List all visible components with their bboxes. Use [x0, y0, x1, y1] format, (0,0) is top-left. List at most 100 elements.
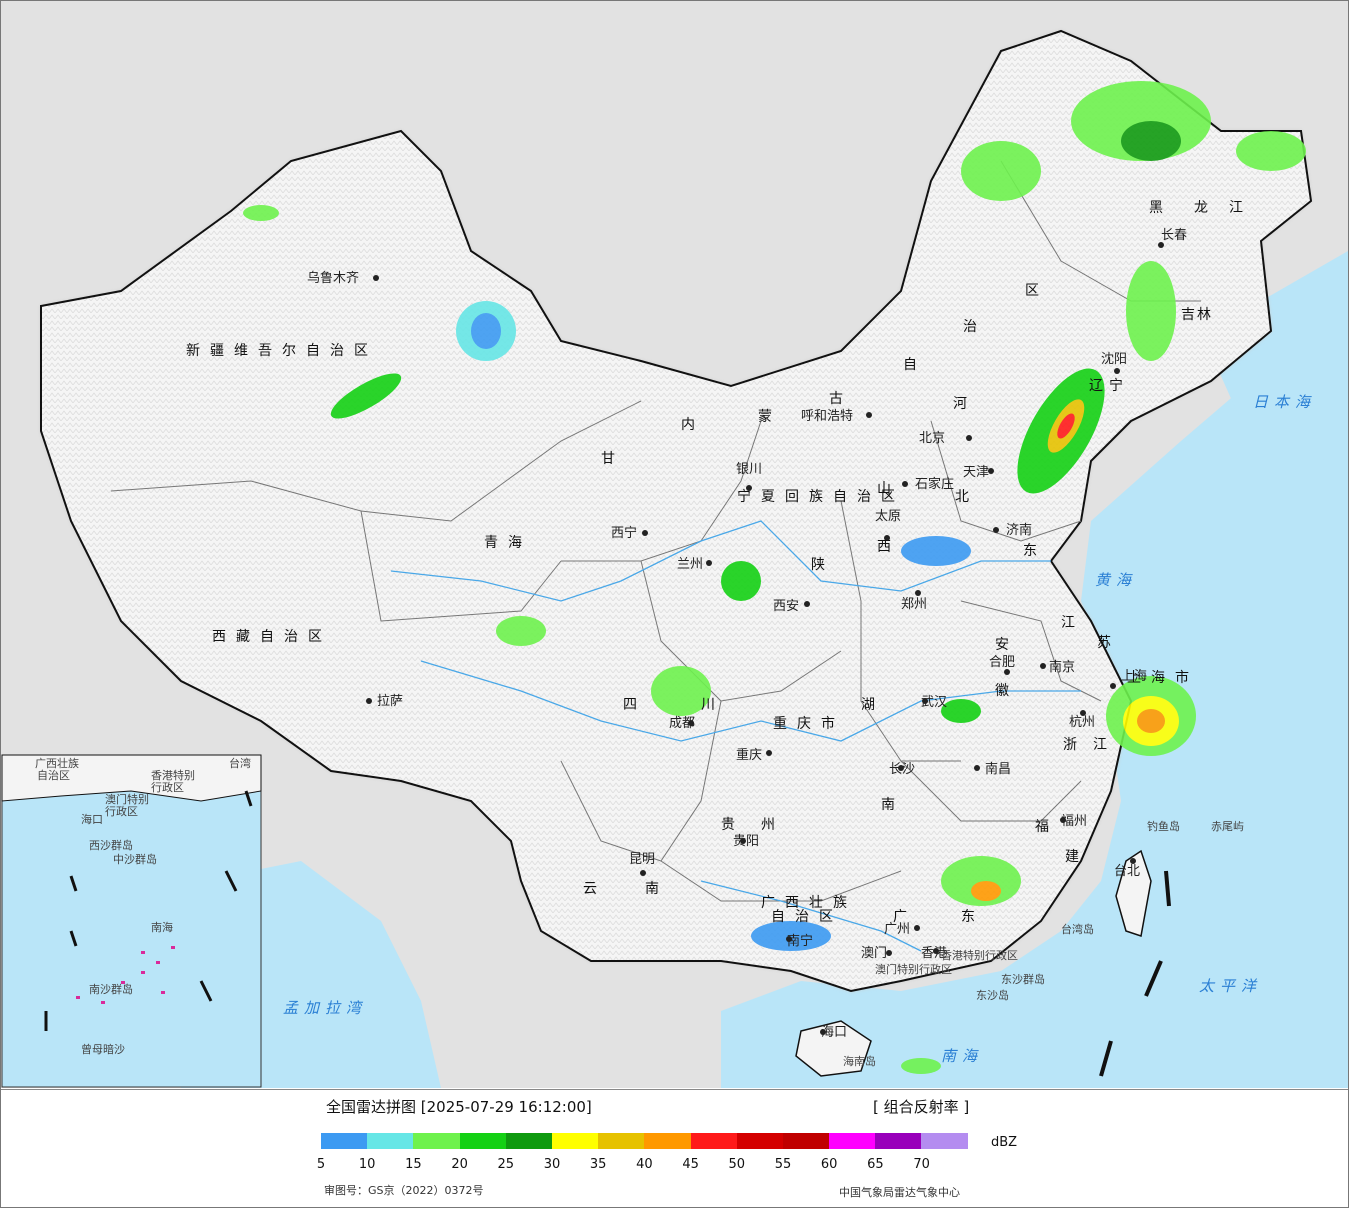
province-label: 浙 — [1063, 737, 1087, 753]
city-marker — [746, 485, 752, 491]
province-label: 北 — [955, 489, 979, 505]
source-credit: 中国气象局雷达气象中心 — [839, 1186, 960, 1199]
province-label: 古 — [829, 391, 853, 407]
scale-swatch — [413, 1133, 460, 1149]
scale-swatch — [505, 1133, 552, 1149]
province-label: 州 — [761, 817, 785, 833]
city-label: 上海 — [1121, 669, 1147, 684]
scale-swatch — [921, 1133, 968, 1149]
city-label: 福州 — [1061, 814, 1087, 829]
city-marker — [786, 936, 792, 942]
city-label: 北京 — [919, 431, 945, 446]
city-label: 贵阳 — [733, 834, 759, 849]
scale-tick-label: 35 — [589, 1157, 607, 1172]
city-marker — [688, 720, 694, 726]
scale-tick-label: 65 — [867, 1157, 884, 1172]
city-marker — [974, 765, 980, 771]
rivers — [390, 520, 1081, 952]
city-marker — [898, 765, 904, 771]
sea-label: 孟加拉湾 — [283, 999, 367, 1017]
city-marker — [933, 948, 939, 954]
scale-swatch — [321, 1133, 368, 1149]
scale-swatch — [598, 1133, 645, 1149]
province-label: 安 — [995, 637, 1019, 653]
province-label: 湖 — [861, 697, 885, 713]
scale-tick-label: 60 — [820, 1157, 838, 1172]
scale-swatch — [782, 1133, 830, 1149]
province-label: 建 — [1065, 849, 1089, 865]
sea-label: 太平洋 — [1199, 977, 1262, 995]
province-label: 自治区 — [771, 909, 843, 925]
scale-swatch — [367, 1133, 414, 1149]
province-label: 黑 — [1149, 200, 1173, 216]
unit-label: dBZ — [991, 1135, 1018, 1150]
city-label: 澳门 — [861, 945, 887, 961]
sea-area-japan — [1201, 251, 1348, 471]
province-label: 广 — [893, 909, 917, 925]
city-label: 合肥 — [989, 655, 1015, 670]
radar-echoes — [243, 81, 1306, 1074]
island-label: 东沙岛 — [976, 988, 1009, 1002]
city-label: 兰州 — [677, 557, 703, 572]
city-label: 拉萨 — [377, 694, 403, 709]
province-label: 云 — [583, 881, 607, 897]
city-marker — [886, 950, 892, 956]
scale-tick-label: 15 — [405, 1157, 422, 1172]
city-label: 长春 — [1161, 228, 1187, 243]
city-label: 乌鲁木齐 — [307, 270, 359, 286]
city-marker — [1060, 817, 1066, 823]
island-label: 香港特别行政区 — [941, 948, 1018, 962]
scale-tick-label: 40 — [636, 1157, 653, 1172]
province-label: 江 — [1061, 615, 1085, 631]
island-label: 澳门特别行政区 — [875, 962, 952, 976]
scale-tick-label: 5 — [316, 1157, 326, 1172]
province-label: 青海 — [484, 535, 532, 551]
scale-swatch — [736, 1133, 783, 1149]
inset-label: 广西壮族 — [35, 756, 79, 770]
province-label: 东 — [1023, 543, 1047, 559]
city-label: 重庆 — [736, 747, 762, 763]
inset-label: 中沙群岛 — [113, 852, 157, 866]
city-marker — [1080, 710, 1086, 716]
province-label: 福 — [1035, 819, 1059, 835]
scale-tick-label: 70 — [913, 1157, 930, 1172]
inset-label: 行政区 — [105, 804, 138, 818]
hainan-island — [795, 1020, 872, 1077]
province-label: 西 — [877, 539, 901, 555]
island-label: 钓鱼岛 — [1147, 819, 1180, 833]
city-marker — [1158, 242, 1164, 248]
city-marker — [966, 435, 972, 441]
city-label: 香港 — [921, 946, 947, 961]
product-label: [ 组合反射率 ] — [873, 1098, 970, 1116]
city-marker — [884, 535, 890, 541]
city-marker — [902, 481, 908, 487]
nine-dash-line — [1099, 870, 1171, 1077]
sea-area — [721, 331, 1348, 1088]
color-scale-bar — [321, 1133, 968, 1149]
sea-label: 南海 — [941, 1047, 983, 1065]
inset-label: 海口 — [81, 812, 103, 826]
city-label: 杭州 — [1069, 715, 1095, 730]
inset-label: 行政区 — [151, 780, 184, 794]
scale-tick-label: 30 — [543, 1157, 561, 1172]
province-label: 山 — [877, 481, 901, 497]
province-label: 陕 — [811, 557, 835, 573]
city-label: 昆明 — [629, 852, 655, 867]
province-label: 辽 — [1089, 378, 1113, 394]
province-label: 徽 — [995, 683, 1019, 699]
city-marker — [640, 870, 646, 876]
scale-tick-label: 25 — [497, 1157, 515, 1172]
city-label: 武汉 — [921, 695, 947, 710]
city-label: 太原 — [875, 509, 901, 524]
city-label: 沈阳 — [1101, 352, 1127, 367]
scale-tick-label: 45 — [682, 1157, 699, 1172]
approval-number: 审图号：GS京（2022）0372号 — [324, 1184, 484, 1197]
inset-label: 南沙群岛 — [89, 982, 133, 996]
island-label: 台湾岛 — [1061, 922, 1094, 936]
city-marker — [1004, 669, 1010, 675]
province-label: 蒙 — [758, 409, 782, 425]
island-label: 赤尾屿 — [1211, 820, 1244, 833]
province-label: 贵 — [721, 817, 745, 833]
